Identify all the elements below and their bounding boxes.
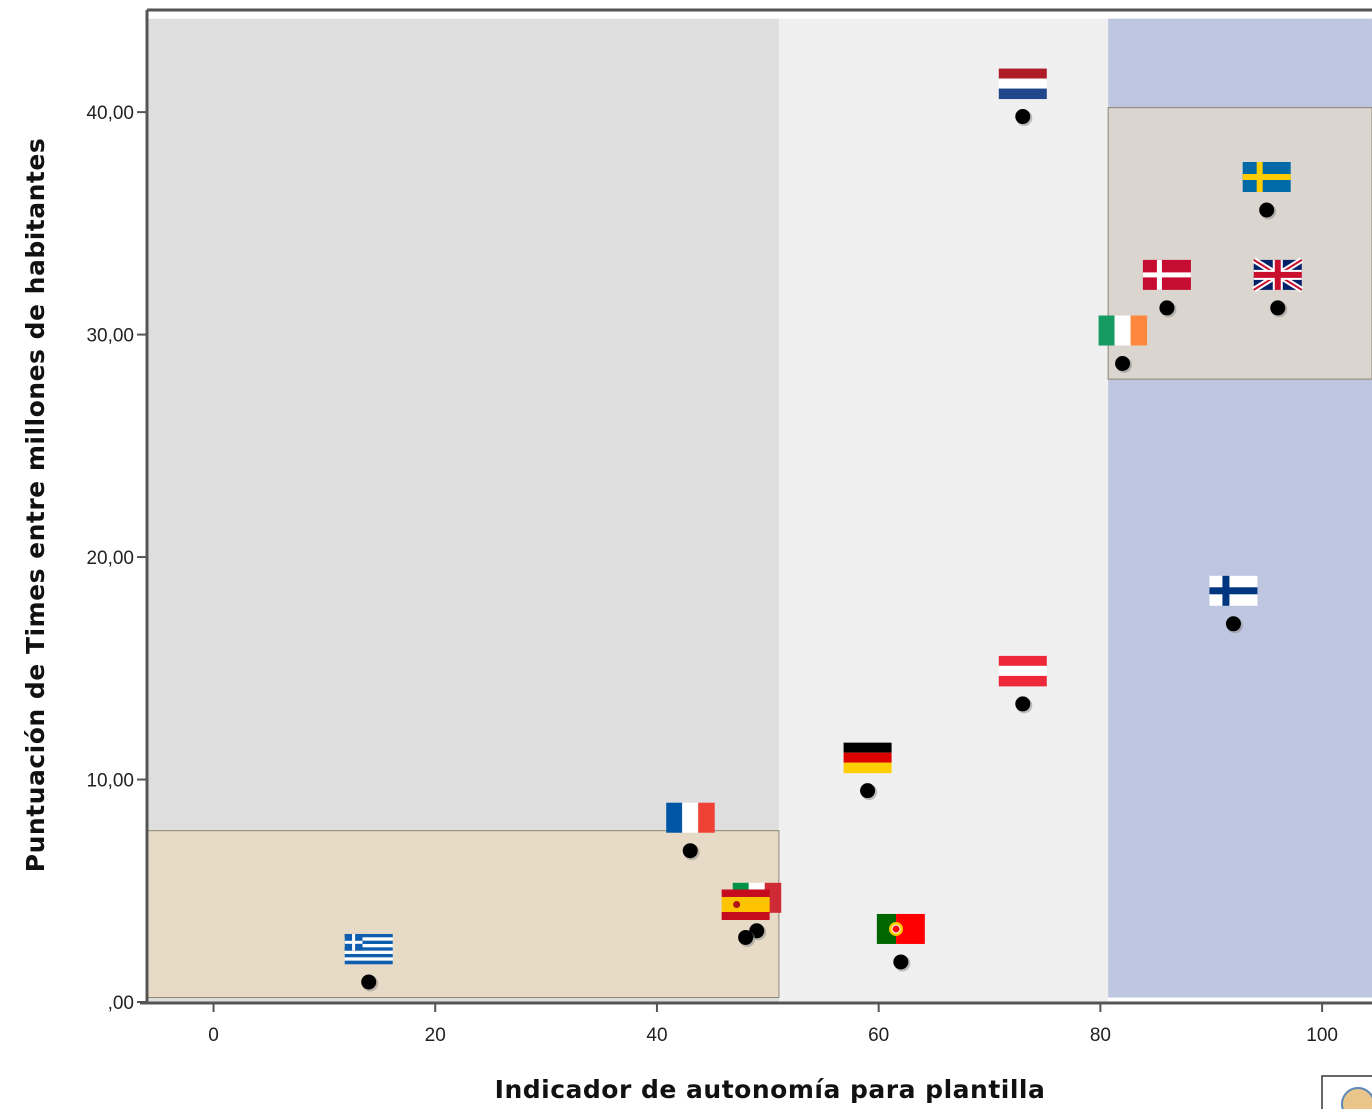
data-point-austria	[998, 655, 1047, 714]
data-point-spain	[721, 889, 770, 947]
data-points	[344, 68, 1304, 992]
x-tick-label: 100	[1306, 1025, 1338, 1046]
y-tick-label: ,00	[108, 993, 134, 1014]
point-marker	[1259, 202, 1275, 218]
point-marker	[1015, 696, 1031, 712]
grey-high-region	[1107, 107, 1372, 380]
point-marker	[1115, 356, 1131, 372]
data-point-netherlands	[998, 68, 1047, 127]
background-regions	[146, 18, 1372, 1003]
point-marker	[738, 929, 754, 945]
data-point-germany	[843, 742, 892, 801]
data-point-united-kingdom	[1252, 257, 1304, 318]
denmark-flag-icon	[1142, 259, 1191, 290]
germany-flag-icon	[843, 742, 892, 774]
x-tick-label: 0	[208, 1025, 219, 1046]
sweden-flag-icon	[1242, 162, 1291, 192]
data-point-france	[666, 802, 715, 861]
spain-flag-icon	[721, 889, 770, 920]
data-point-finland	[1209, 575, 1258, 634]
point-marker	[1270, 300, 1286, 316]
austria-flag-icon	[998, 655, 1047, 687]
data-point-denmark	[1142, 259, 1191, 318]
light-region	[778, 18, 1109, 1003]
y-tick-label: 40,00	[86, 103, 134, 124]
axes: 0 20 40 60 80 100 ,00 10,00 20,00 30,00 40,00	[86, 8, 1372, 1046]
y-tick-label: 10,00	[86, 771, 134, 792]
united-kingdom-flag-icon	[1252, 257, 1304, 293]
data-point-portugal	[876, 913, 925, 972]
point-marker	[860, 783, 876, 799]
y-axis-title: Puntuación de Times entre millones de ha…	[21, 138, 50, 872]
y-tick-label: 30,00	[86, 326, 134, 347]
point-marker	[1225, 616, 1241, 632]
data-point-greece	[344, 933, 393, 992]
x-axis-title: Indicador de autonomía para plantilla	[495, 1075, 1046, 1104]
data-point-ireland	[1098, 315, 1148, 374]
netherlands-flag-icon	[998, 68, 1047, 100]
x-tick-label: 60	[868, 1025, 889, 1046]
greece-flag-icon	[344, 933, 393, 965]
logo-corner	[1321, 1075, 1372, 1109]
ireland-flag-icon	[1098, 315, 1148, 346]
x-tick-label: 40	[646, 1025, 667, 1046]
finland-flag-icon	[1209, 575, 1258, 606]
point-marker	[893, 954, 909, 970]
data-point-sweden	[1242, 162, 1291, 220]
point-marker	[361, 974, 377, 990]
x-tick-label: 20	[425, 1025, 446, 1046]
point-marker	[1015, 109, 1031, 125]
beige-low-region	[146, 830, 780, 999]
point-marker	[682, 843, 698, 859]
france-flag-icon	[666, 802, 715, 833]
x-tick-label: 80	[1090, 1025, 1111, 1046]
portugal-flag-icon	[876, 913, 925, 944]
point-marker	[1159, 300, 1175, 316]
y-tick-label: 20,00	[86, 548, 134, 569]
